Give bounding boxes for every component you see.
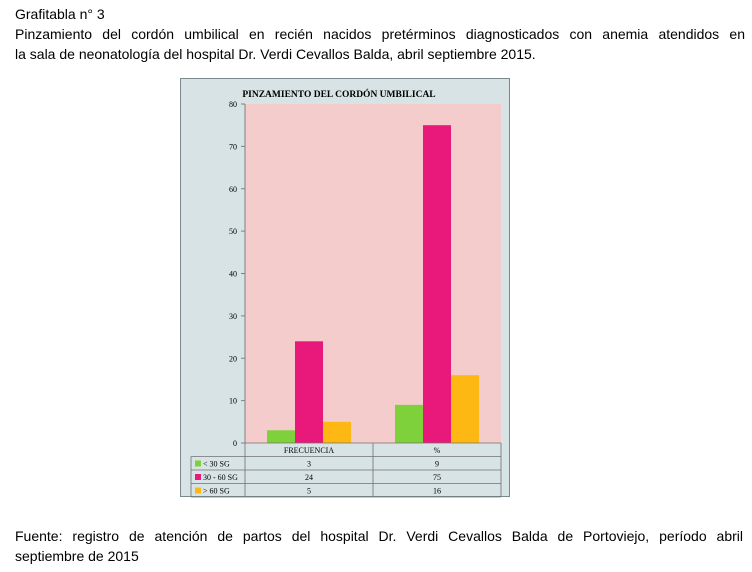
table-cell-value: 75 xyxy=(433,473,441,482)
bar xyxy=(323,421,351,443)
table-cell-value: 9 xyxy=(435,460,439,469)
legend-label: 30 - 60 SG xyxy=(203,473,238,482)
bar xyxy=(295,341,323,443)
source-note-line-2: septiembre de 2015 xyxy=(15,548,139,564)
legend-swatch xyxy=(195,487,201,494)
category-label: % xyxy=(434,446,441,455)
bar xyxy=(451,375,479,443)
source-note-line-1: Fuente: registro de atención de partos d… xyxy=(15,528,743,544)
y-tick-label: 10 xyxy=(229,397,237,406)
table-cell-value: 3 xyxy=(307,460,311,469)
legend-label: > 60 SG xyxy=(203,487,230,496)
legend-swatch xyxy=(195,474,201,480)
table-cell-value: 5 xyxy=(307,487,311,496)
table-cell-value: 24 xyxy=(305,473,313,482)
y-tick-label: 80 xyxy=(229,100,237,109)
y-tick-label: 0 xyxy=(233,439,237,448)
bar xyxy=(395,404,423,443)
source-note: Fuente: registro de atención de partos d… xyxy=(15,526,743,566)
chart-frame: PINZAMIENTO DEL CORDÓN UMBILICAL 0 10 20 30… xyxy=(180,78,510,498)
y-tick-label: 40 xyxy=(229,270,237,279)
legend-swatch xyxy=(195,460,201,467)
chart-title: PINZAMIENTO DEL CORDÓN UMBILICAL xyxy=(242,88,435,100)
figure-label: Grafitabla n° 3 xyxy=(15,6,105,22)
bar xyxy=(267,430,295,443)
legend-label: < 30 SG xyxy=(203,460,230,469)
figure-heading: Grafitabla n° 3 Pinzamiento del cordón u… xyxy=(15,4,745,64)
y-tick-label: 20 xyxy=(229,354,237,363)
y-tick-label: 60 xyxy=(229,185,237,194)
category-label: FRECUENCIA xyxy=(284,446,334,455)
table-cell-value: 16 xyxy=(433,487,441,496)
y-tick-label: 70 xyxy=(229,142,237,151)
y-tick-label: 50 xyxy=(229,227,237,236)
figure-caption-line-1: Pinzamiento del cordón umbilical en reci… xyxy=(15,26,745,42)
bar xyxy=(423,125,451,443)
y-tick-label: 30 xyxy=(229,312,237,321)
bar-chart: PINZAMIENTO DEL CORDÓN UMBILICAL 0 10 20 30… xyxy=(190,88,502,498)
figure-caption-line-2: la sala de neonatología del hospital Dr.… xyxy=(15,46,536,62)
